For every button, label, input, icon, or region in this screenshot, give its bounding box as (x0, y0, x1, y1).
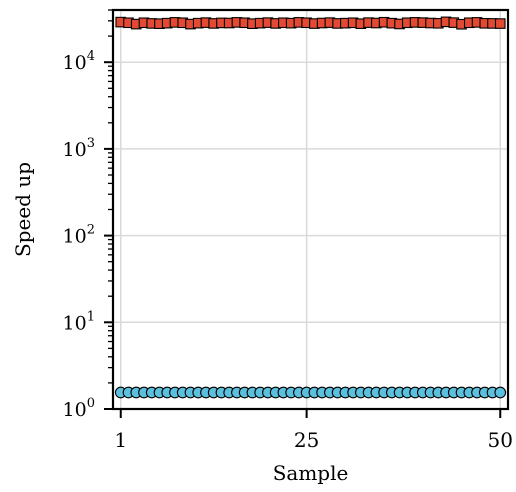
x-tick-label: 1 (114, 428, 127, 452)
axis-layer: 1 25 50 100 101 102 103 104 (63, 9, 513, 452)
y-tick-label: 100 (63, 396, 95, 421)
y-tick-label: 103 (63, 136, 95, 161)
y-tick-label: 101 (63, 309, 95, 334)
x-tick-label: 25 (294, 428, 319, 452)
x-tick-label: 50 (488, 428, 513, 452)
plot-frame (111, 8, 510, 411)
y-tick-label: 102 (63, 223, 95, 248)
y-tick-label: 104 (63, 49, 95, 74)
grid-layer (113, 10, 508, 410)
y-axis-label: Speed up (11, 162, 35, 257)
data-point-circle (494, 386, 507, 399)
data-layer (114, 16, 507, 399)
data-point-square (494, 18, 506, 29)
x-axis-label: Sample (273, 461, 349, 485)
